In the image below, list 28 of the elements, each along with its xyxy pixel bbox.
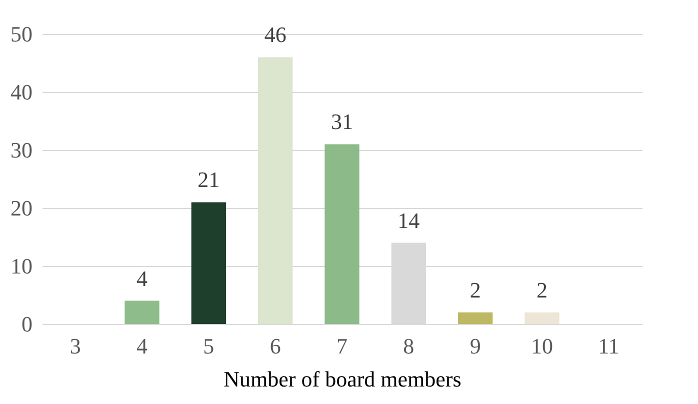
x-tick-label: 3 bbox=[70, 334, 81, 358]
data-label: 31 bbox=[331, 109, 353, 134]
y-tick-label: 20 bbox=[10, 196, 32, 220]
y-tick-label: 50 bbox=[10, 22, 32, 46]
bar bbox=[324, 144, 360, 324]
y-tick-label: 0 bbox=[22, 312, 32, 336]
bar bbox=[124, 300, 160, 324]
x-tick-label: 4 bbox=[136, 334, 148, 358]
y-tick-label: 10 bbox=[10, 254, 32, 278]
x-axis-title: Number of board members bbox=[224, 366, 462, 392]
x-tick-label: 11 bbox=[598, 334, 620, 358]
bar bbox=[458, 312, 493, 324]
x-tick-label: 9 bbox=[470, 334, 481, 358]
y-tick-label: 40 bbox=[10, 80, 32, 104]
data-label: 2 bbox=[470, 277, 481, 302]
x-tick-label: 8 bbox=[403, 334, 414, 358]
data-label: 14 bbox=[398, 208, 420, 233]
data-label: 2 bbox=[536, 277, 548, 302]
x-tick-label: 10 bbox=[531, 334, 553, 358]
x-tick-label: 5 bbox=[203, 334, 214, 358]
data-label: 4 bbox=[136, 266, 148, 291]
y-tick-label: 30 bbox=[10, 138, 32, 162]
bar bbox=[524, 312, 560, 324]
data-label: 46 bbox=[264, 22, 286, 48]
x-tick-label: 6 bbox=[270, 334, 281, 358]
x-tick-label: 7 bbox=[336, 334, 348, 358]
bar bbox=[191, 202, 226, 324]
data-label: 21 bbox=[198, 167, 220, 192]
